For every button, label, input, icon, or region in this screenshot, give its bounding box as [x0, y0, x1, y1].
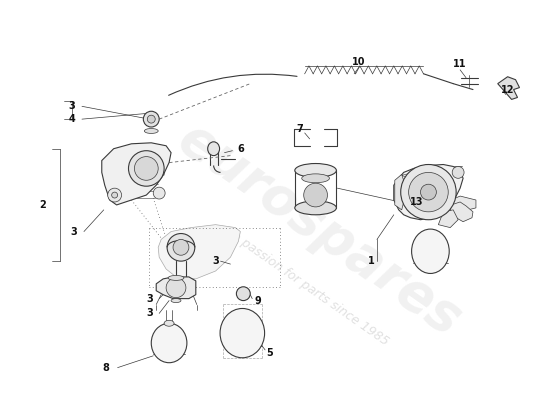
- Circle shape: [452, 166, 464, 178]
- Polygon shape: [402, 172, 424, 178]
- Circle shape: [129, 151, 164, 186]
- Text: 3: 3: [69, 101, 75, 111]
- Text: 5: 5: [267, 348, 273, 358]
- Circle shape: [147, 115, 155, 123]
- Ellipse shape: [411, 229, 449, 274]
- Circle shape: [144, 111, 159, 127]
- Text: a passion for parts since 1985: a passion for parts since 1985: [229, 229, 390, 348]
- Polygon shape: [158, 225, 240, 279]
- Polygon shape: [451, 196, 476, 210]
- Text: 9: 9: [255, 296, 262, 306]
- Circle shape: [236, 287, 250, 300]
- Circle shape: [112, 192, 118, 198]
- Text: 2: 2: [39, 200, 46, 210]
- Polygon shape: [156, 277, 196, 299]
- Ellipse shape: [164, 320, 174, 326]
- Ellipse shape: [144, 128, 158, 134]
- Ellipse shape: [295, 164, 337, 177]
- Text: 3: 3: [146, 294, 153, 304]
- Ellipse shape: [208, 142, 219, 156]
- Text: 3: 3: [212, 256, 219, 266]
- Circle shape: [173, 240, 189, 255]
- Text: 3: 3: [71, 226, 78, 236]
- Text: 10: 10: [353, 57, 366, 67]
- Text: 11: 11: [453, 59, 467, 69]
- Polygon shape: [404, 187, 426, 193]
- Circle shape: [401, 164, 456, 220]
- Text: 4: 4: [69, 114, 75, 124]
- Polygon shape: [395, 174, 406, 210]
- Polygon shape: [450, 202, 473, 222]
- Polygon shape: [405, 195, 426, 201]
- Circle shape: [421, 184, 436, 200]
- Polygon shape: [438, 210, 458, 228]
- Text: 7: 7: [296, 124, 303, 134]
- Text: 12: 12: [501, 84, 514, 94]
- Text: 13: 13: [410, 197, 424, 207]
- Polygon shape: [394, 164, 463, 220]
- Ellipse shape: [220, 308, 265, 358]
- Polygon shape: [498, 77, 520, 100]
- Polygon shape: [102, 143, 171, 205]
- Text: 3: 3: [146, 308, 153, 318]
- Circle shape: [134, 157, 158, 180]
- Polygon shape: [403, 179, 425, 185]
- Circle shape: [108, 188, 122, 202]
- Circle shape: [167, 234, 195, 261]
- Ellipse shape: [302, 174, 329, 183]
- Text: 1: 1: [367, 256, 375, 266]
- Text: eurospares: eurospares: [168, 113, 471, 346]
- Text: 8: 8: [102, 363, 109, 373]
- Ellipse shape: [295, 201, 337, 215]
- Text: 6: 6: [237, 144, 244, 154]
- Ellipse shape: [171, 299, 181, 302]
- Circle shape: [153, 187, 165, 199]
- Ellipse shape: [168, 276, 184, 280]
- Ellipse shape: [151, 323, 187, 363]
- Circle shape: [409, 172, 448, 212]
- Circle shape: [166, 278, 186, 298]
- Circle shape: [304, 183, 327, 207]
- Polygon shape: [406, 203, 427, 209]
